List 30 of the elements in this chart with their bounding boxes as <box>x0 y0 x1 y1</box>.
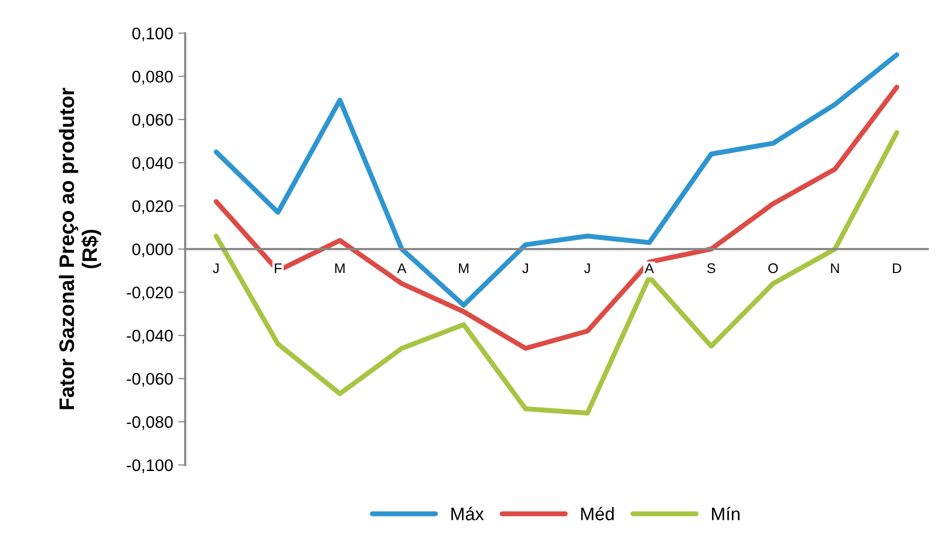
y-tick-label: 0,080 <box>132 70 173 85</box>
x-tick-label: A <box>644 263 654 273</box>
y-tick-label: 0,000 <box>132 243 173 258</box>
x-tick-label: M <box>335 263 345 273</box>
y-tick-label: -0,060 <box>126 372 173 387</box>
y-tick-label: -0,020 <box>126 286 173 300</box>
legend-label: Máx <box>451 506 484 520</box>
line-series <box>214 130 900 416</box>
x-tick-label: S <box>707 263 716 274</box>
x-tick-label: O <box>768 263 778 274</box>
x-tick-label: F <box>274 263 282 273</box>
x-tick-label: N <box>831 263 839 273</box>
x-tick-label: J <box>212 263 219 274</box>
y-tick-label: 0,020 <box>132 200 173 214</box>
y-tick-label: 0,040 <box>132 157 173 171</box>
x-tick-label: J <box>584 263 590 274</box>
x-tick-label: A <box>397 263 406 273</box>
x-tick-label: J <box>522 263 528 274</box>
x-tick-label: D <box>892 263 902 273</box>
y-tick-label: 0,100 <box>132 28 173 42</box>
y-tick-label: -0,100 <box>126 459 173 474</box>
legend-label: Méd <box>581 506 614 520</box>
x-tick-label: M <box>459 263 468 273</box>
legend-label: Mín <box>712 506 740 520</box>
line-series <box>214 84 900 351</box>
y-tick-label: 0,060 <box>132 114 173 128</box>
y-axis-title: Fator Sazonal Preço ao produtor (R$) <box>58 88 102 410</box>
line-series <box>214 52 900 308</box>
y-tick-label: -0,040 <box>126 330 173 344</box>
y-tick-label: -0,080 <box>126 416 173 430</box>
